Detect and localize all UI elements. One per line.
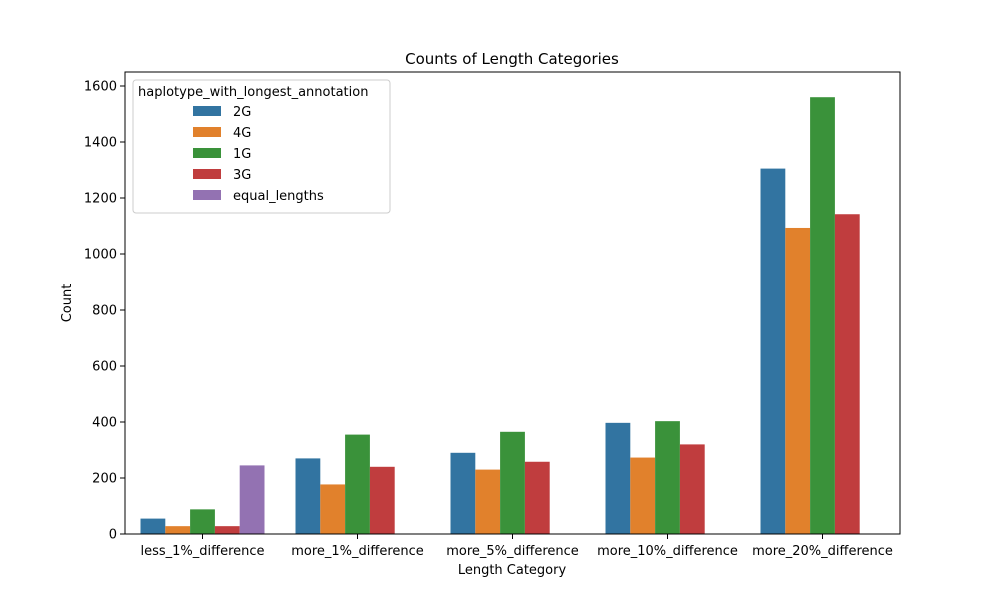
legend-label-1G: 1G	[233, 147, 251, 162]
bar-2G-0	[140, 518, 166, 534]
bar-3G-0	[214, 526, 240, 534]
bar-2G-1	[295, 458, 321, 534]
bar-1G-3	[655, 421, 680, 534]
bar-4G-4	[785, 227, 811, 534]
y-tick-label: 1600	[84, 80, 117, 95]
bar-2G-4	[760, 168, 786, 534]
bar-1G-1	[345, 434, 370, 534]
legend-swatch-equal_lengths	[193, 190, 221, 200]
y-tick-label: 1200	[84, 192, 117, 207]
x-tick-label: more_1%_difference	[291, 544, 424, 559]
x-tick-label: less_1%_difference	[140, 544, 264, 559]
bar-3G-2	[524, 461, 550, 534]
bar-2G-3	[605, 422, 631, 534]
y-tick-label: 1400	[84, 136, 117, 151]
legend: haplotype_with_longest_annotation 2G 4G 1G 3…	[132, 79, 391, 214]
legend-swatch-3G	[193, 169, 221, 179]
bar-3G-4	[834, 214, 860, 535]
bars-layer	[140, 97, 860, 535]
bar-4G-1	[320, 484, 346, 534]
legend-swatch-4G	[193, 127, 221, 137]
x-tick-label: more_5%_difference	[446, 544, 579, 559]
axes-layer: 0 200 400 600 800 1000 1200 1400 1600 less_1%_dif…	[84, 71, 901, 559]
y-tick-label: 800	[92, 304, 117, 319]
legend-label-equal_lengths: equal_lengths	[233, 189, 324, 204]
y-tick-label: 600	[92, 360, 117, 375]
chart-title: Counts of Length Categories	[405, 50, 619, 68]
x-tick-label: more_10%_difference	[597, 544, 738, 559]
y-tick-label: 200	[92, 472, 117, 487]
legend-title: haplotype_with_longest_annotation	[138, 85, 368, 100]
bar-1G-2	[500, 431, 525, 534]
bar-3G-1	[369, 466, 395, 534]
bar-4G-3	[630, 457, 656, 534]
y-axis-label: Count	[60, 284, 75, 323]
y-tick-label: 0	[109, 528, 117, 543]
legend-label-2G: 2G	[233, 105, 251, 120]
bar-1G-4	[810, 97, 835, 534]
bar-2G-2	[450, 452, 476, 534]
bar-1G-0	[190, 509, 215, 534]
legend-swatch-1G	[193, 148, 221, 158]
legend-swatch-2G	[193, 106, 221, 116]
bar-3G-3	[679, 444, 705, 534]
y-tick-label: 1000	[84, 248, 117, 263]
bar-4G-2	[475, 469, 501, 534]
bar-4G-0	[165, 526, 191, 534]
legend-label-4G: 4G	[233, 126, 251, 141]
x-axis-label: Length Category	[458, 563, 567, 578]
y-tick-label: 400	[92, 416, 117, 431]
bar-equal_lengths-0	[239, 465, 265, 534]
legend-label-3G: 3G	[233, 168, 251, 183]
x-tick-label: more_20%_difference	[752, 544, 893, 559]
